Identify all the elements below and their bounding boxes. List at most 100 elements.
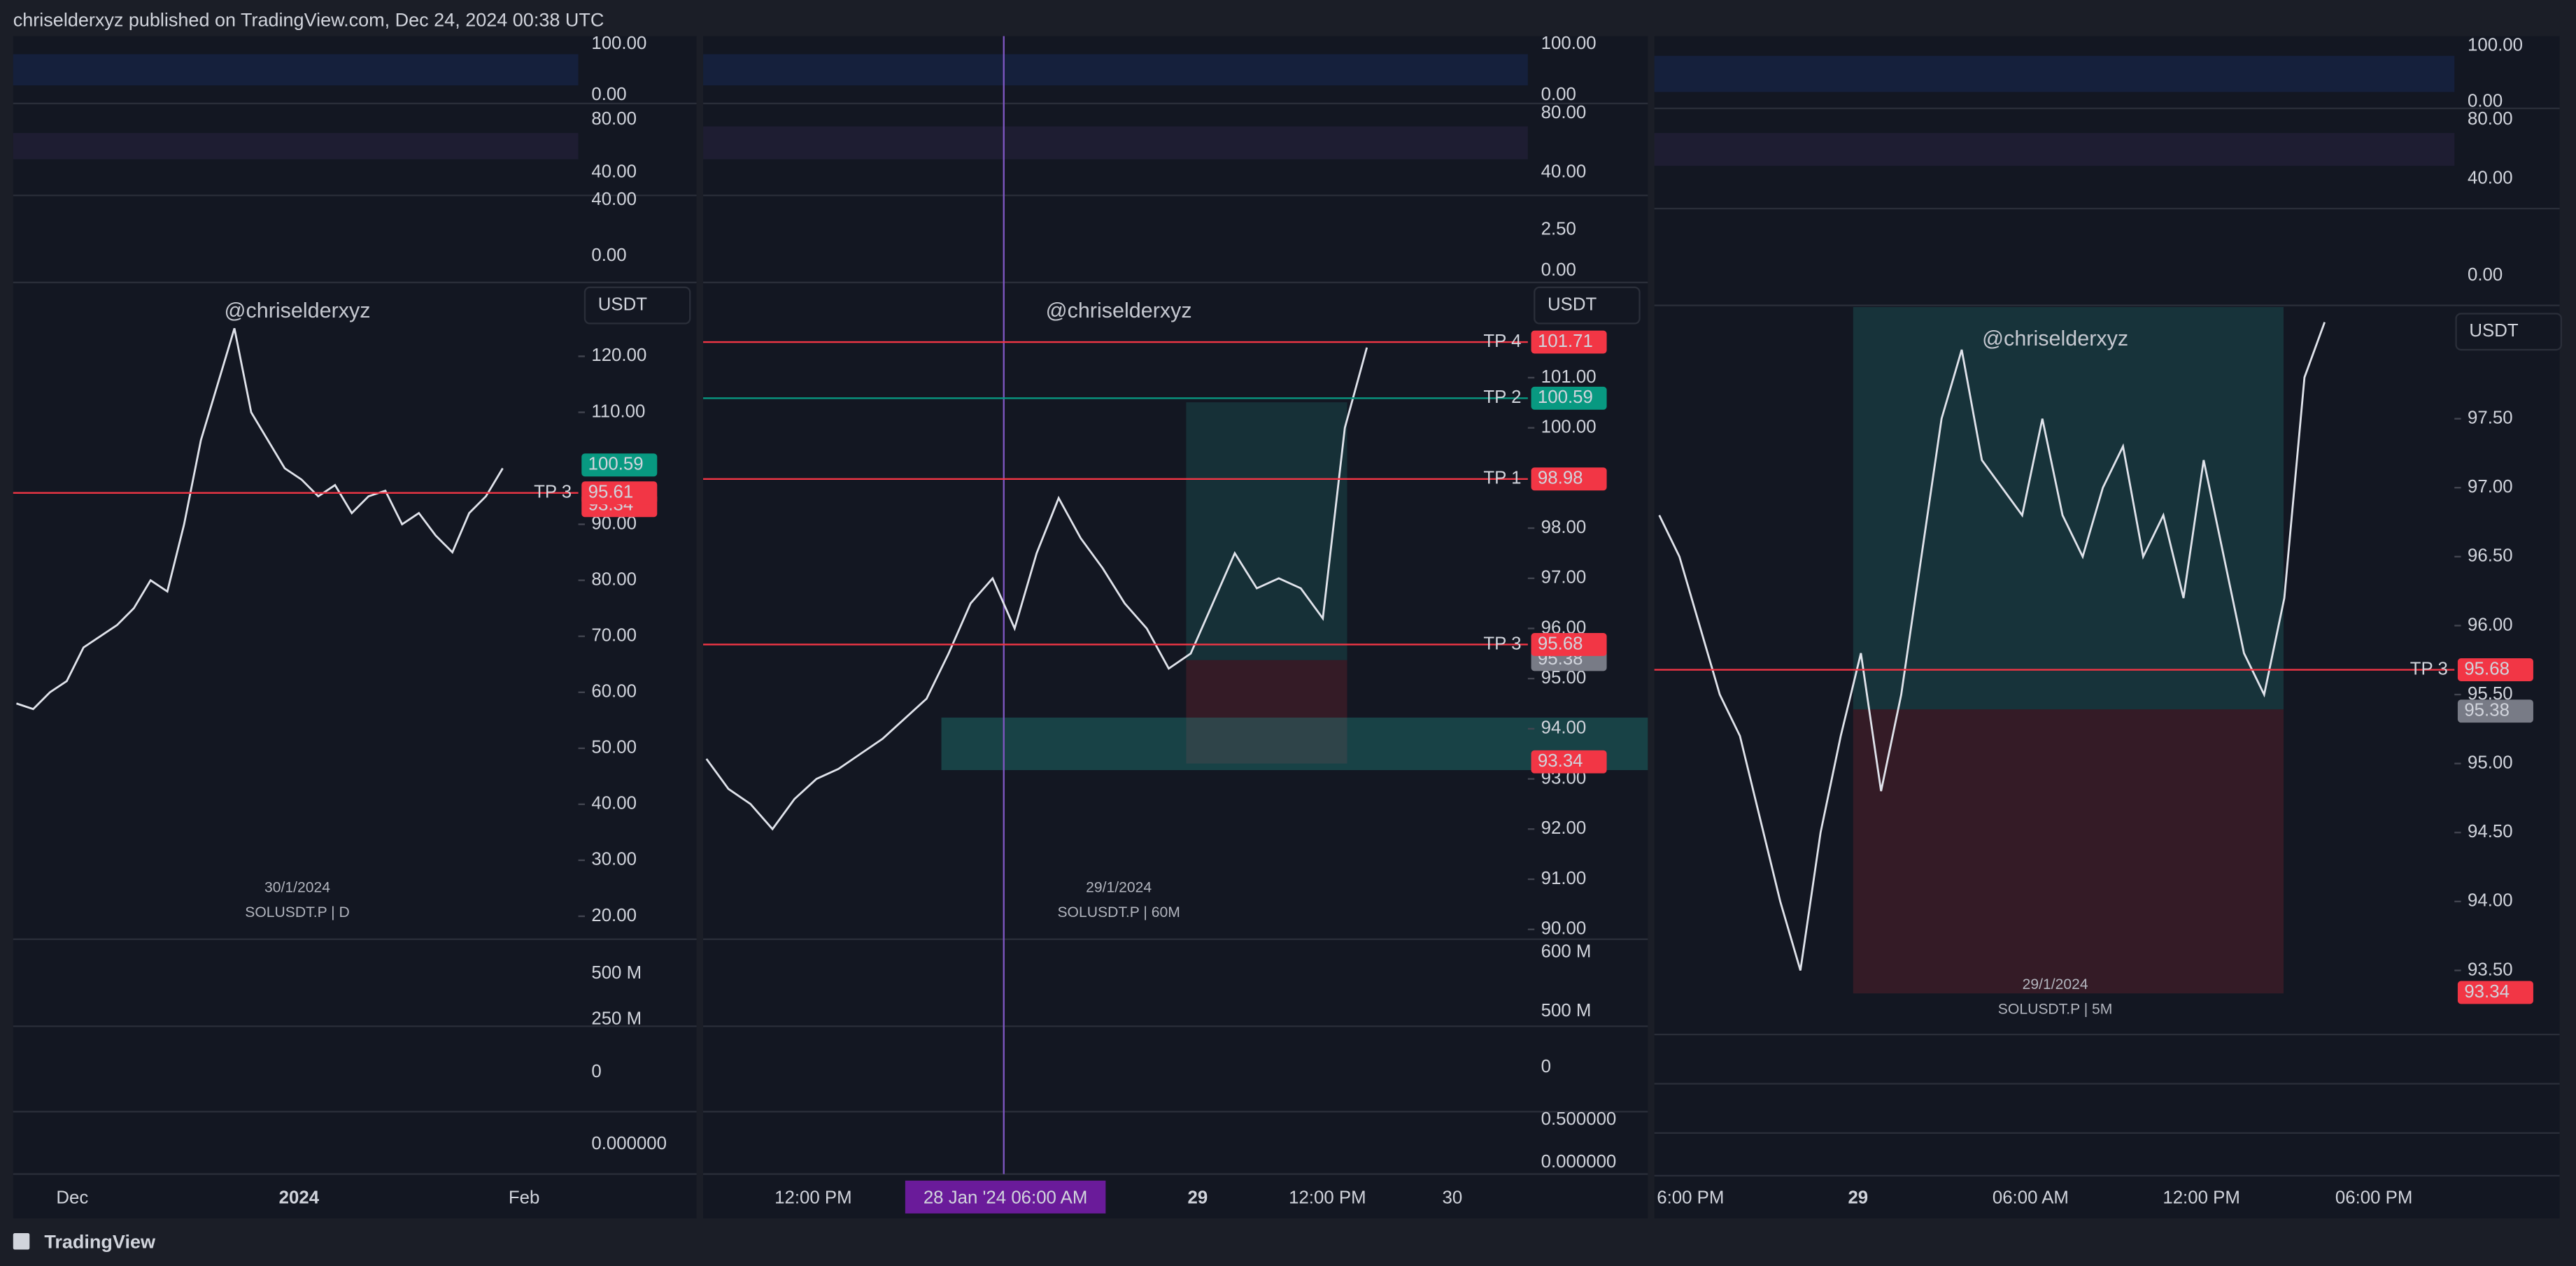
price-tag-label: 95.61 — [588, 483, 634, 502]
time-axis-label: 06:00 AM — [1993, 1188, 2069, 1208]
price-tick-label: 30.00 — [591, 850, 637, 869]
price-tick-label: 94.00 — [2468, 891, 2513, 911]
price-tick-label: 70.00 — [591, 626, 637, 646]
currency-label: USDT — [598, 294, 648, 314]
price-line — [16, 327, 504, 711]
price-tick-label: 96.00 — [2468, 615, 2513, 634]
footer-brand: TradingView — [44, 1231, 156, 1252]
oscillator-axis-label: 0.00 — [591, 85, 626, 104]
price-line — [1658, 322, 2326, 971]
watermark: @chriselderxyz — [1982, 327, 2128, 350]
price-tick-label: 97.00 — [2468, 477, 2513, 497]
lower-axis-label: 250 M — [591, 1009, 642, 1029]
price-tick-label: 92.00 — [1541, 818, 1587, 838]
price-tag-label: 95.38 — [2464, 701, 2510, 720]
lower-axis-label: 500 M — [1541, 1001, 1592, 1020]
target-name: TP 2 — [1483, 387, 1521, 407]
oscillator-band — [13, 133, 579, 159]
panel-background — [703, 36, 1648, 1218]
date-label: 29/1/2024 — [2023, 976, 2088, 993]
oscillator-axis-label: 0.00 — [2468, 265, 2503, 285]
price-tick-label: 97.00 — [1541, 568, 1587, 588]
oscillator-axis-label: 0.00 — [1541, 85, 1576, 104]
price-tick-label: 93.50 — [2468, 960, 2513, 979]
lower-axis-label: 600 M — [1541, 941, 1592, 961]
time-axis-label: 06:00 PM — [2335, 1188, 2413, 1208]
target-name: TP 1 — [1483, 469, 1521, 488]
price-tick-label: 60.00 — [591, 682, 637, 702]
symbol-label: SOLUSDT.P | 60M — [1057, 904, 1180, 920]
lower-axis-label: 0.000000 — [591, 1134, 667, 1153]
time-axis-label: 29 — [1187, 1188, 1208, 1208]
footer-logo: TradingView — [13, 1231, 156, 1252]
price-tick-label: 100.00 — [1541, 417, 1597, 436]
target-name: TP 3 — [534, 483, 572, 502]
currency-box — [2455, 313, 2563, 351]
price-tag-label: 101.71 — [1538, 332, 1593, 351]
price-tick-label: 101.00 — [1541, 367, 1597, 387]
price-tag-label: 95.68 — [2464, 659, 2510, 678]
price-tag — [2457, 658, 2533, 681]
price-tag — [1531, 467, 1607, 491]
price-tick-label: 40.00 — [591, 794, 637, 813]
lower-axis-label: 0.000000 — [1541, 1152, 1617, 1172]
price-tick-label: 94.50 — [2468, 822, 2513, 841]
position-zone — [1186, 660, 1347, 764]
price-tag — [2457, 981, 2533, 1004]
price-tag-label: 95.68 — [1538, 634, 1583, 653]
oscillator-axis-label: 100.00 — [1541, 34, 1597, 53]
panel-background — [1654, 36, 2560, 1218]
price-tick-label: 110.00 — [591, 401, 645, 421]
price-tag — [1531, 633, 1607, 656]
price-tag — [581, 453, 658, 477]
target-name: TP 4 — [1483, 332, 1521, 351]
currency-box — [1534, 286, 1641, 325]
price-tick-label: 120.00 — [591, 346, 646, 365]
price-tag — [1531, 330, 1607, 354]
lower-axis-label: 0 — [1541, 1057, 1551, 1076]
price-tag-label: 100.59 — [588, 455, 644, 474]
time-axis-label: 12:00 PM — [774, 1188, 852, 1208]
oscillator-band — [703, 54, 1528, 86]
time-axis-label: 12:00 PM — [2163, 1188, 2240, 1208]
watermark: @chriselderxyz — [1046, 299, 1192, 322]
target-name: TP 3 — [2410, 659, 2448, 678]
price-tick-label: 20.00 — [591, 906, 637, 925]
time-axis-label: 29 — [1848, 1188, 1868, 1208]
oscillator-band — [1654, 55, 2455, 92]
oscillator-axis-label: 80.00 — [2468, 109, 2513, 129]
symbol-label: SOLUSDT.P | 5M — [1998, 1001, 2113, 1017]
price-tick-label: 96.50 — [2468, 546, 2513, 566]
price-tick-label: 91.00 — [1541, 869, 1587, 888]
oscillator-axis-label: 40.00 — [2468, 169, 2513, 188]
time-axis-label: 2024 — [279, 1188, 320, 1208]
oscillator-axis-label: 0.00 — [1541, 260, 1576, 280]
target-name: TP 3 — [1483, 634, 1521, 653]
time-axis-label: 28 Jan '24 06:00 AM — [923, 1188, 1088, 1208]
date-label: 29/1/2024 — [1086, 880, 1152, 896]
lower-axis-label: 500 M — [591, 963, 642, 983]
oscillator-axis-label: 2.50 — [1541, 219, 1576, 239]
currency-box — [583, 286, 691, 325]
lower-axis-label: 0.500000 — [1541, 1109, 1617, 1129]
price-tick-label: 98.00 — [1541, 518, 1587, 537]
oscillator-axis-label: 100.00 — [591, 34, 646, 53]
price-tick-label: 80.00 — [591, 569, 637, 589]
price-tag — [1531, 386, 1607, 410]
currency-label: USDT — [1548, 294, 1597, 314]
oscillator-axis-label: 40.00 — [591, 190, 637, 209]
price-tag — [581, 481, 658, 505]
header-title: chriselderxyz published on TradingView.c… — [13, 10, 604, 31]
position-zone — [1853, 307, 2284, 710]
chart-panel: 100.000.0080.0040.002.500.00101.00100.00… — [703, 34, 1648, 1218]
oscillator-band — [1654, 133, 2455, 166]
date-label: 30/1/2024 — [264, 880, 330, 896]
price-tick-label: 90.00 — [1541, 919, 1587, 939]
chart-panel: 100.000.0080.0040.000.0097.5097.0096.509… — [1654, 36, 2563, 1218]
price-tag-label: 98.98 — [1538, 469, 1583, 488]
oscillator-band — [703, 126, 1528, 159]
currency-label: USDT — [2469, 321, 2519, 341]
price-tick-label: 95.00 — [1541, 668, 1587, 688]
oscillator-axis-label: 0.00 — [2468, 91, 2503, 111]
